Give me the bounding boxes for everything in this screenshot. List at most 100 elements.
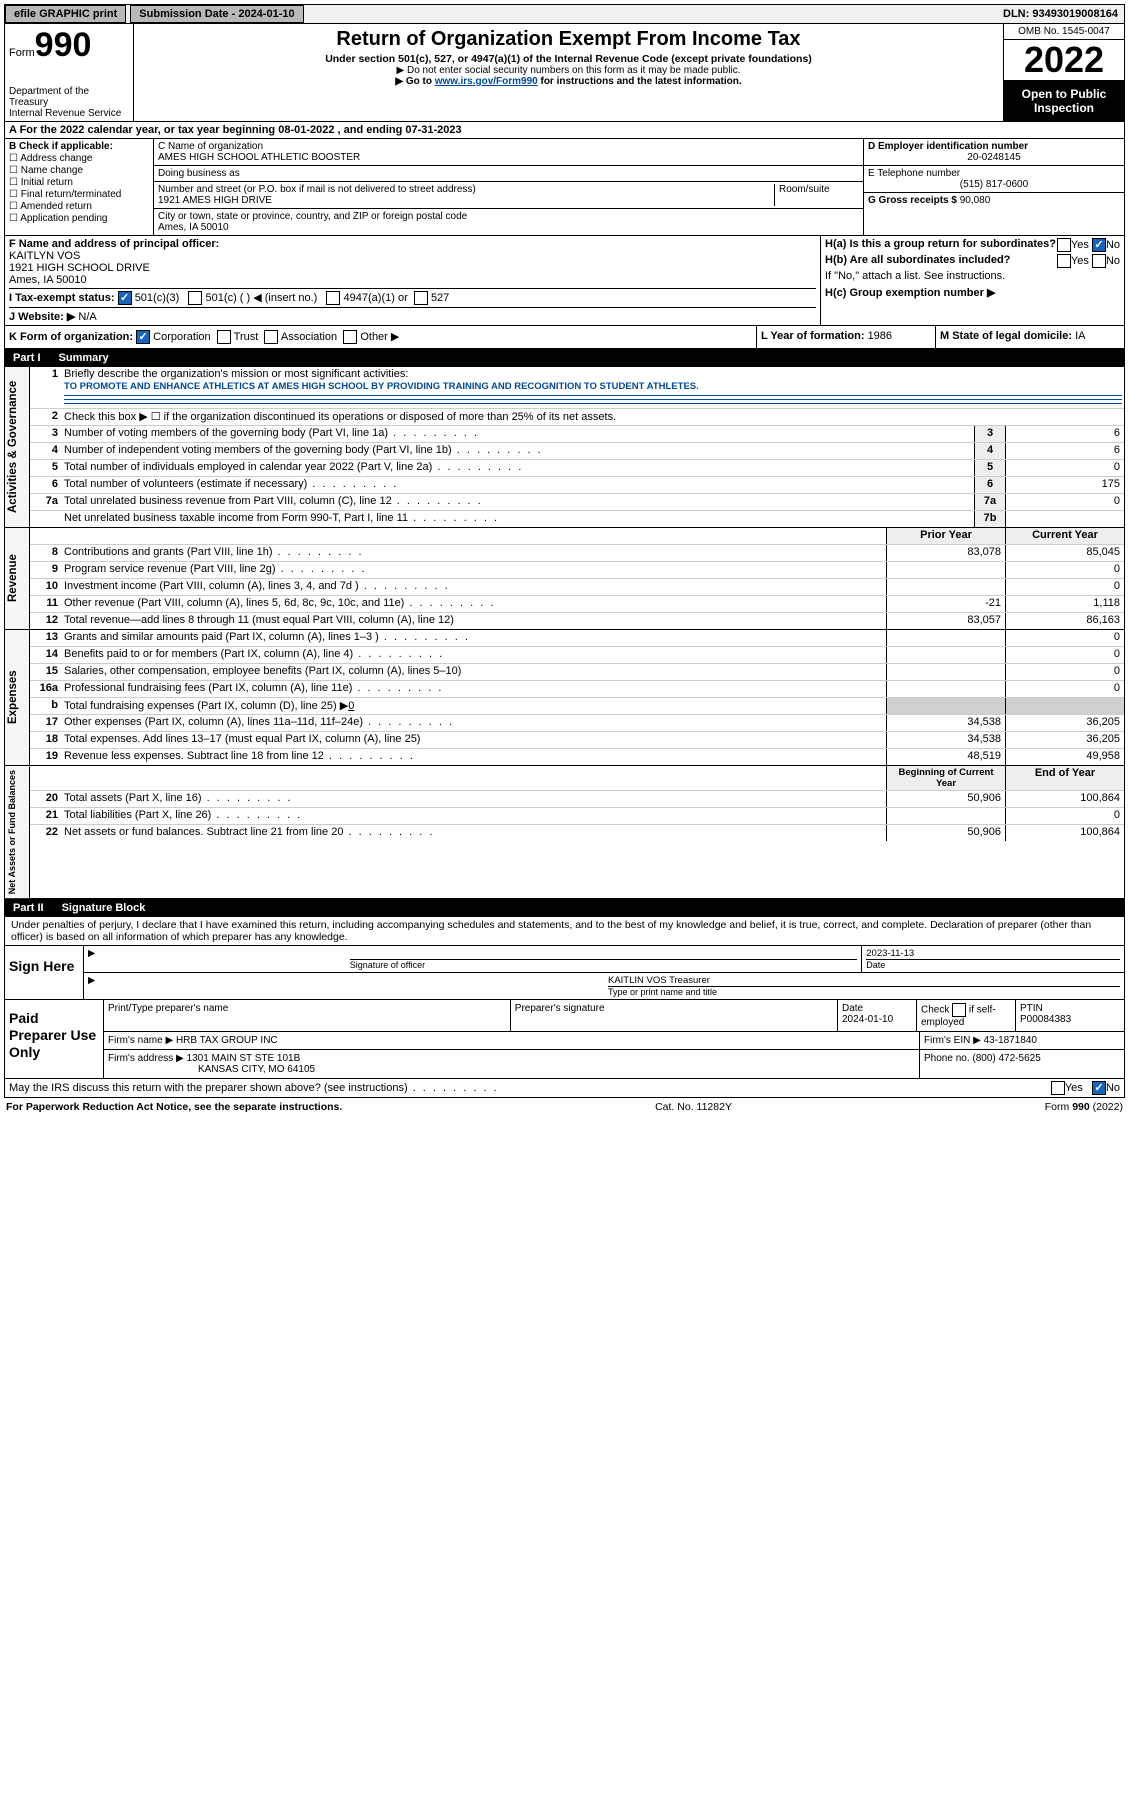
tax-year: 2022 (1004, 40, 1124, 81)
l22-cy: 100,864 (1005, 825, 1124, 841)
firm-addr2: KANSAS CITY, MO 64105 (198, 1064, 315, 1075)
sign-date-label: Date (866, 959, 1120, 970)
l3-desc: Number of voting members of the governin… (62, 426, 974, 442)
room-suite-label: Room/suite (774, 184, 859, 206)
chk-amended[interactable]: ☐ Amended return (9, 201, 149, 212)
footer-right-pre: Form (1045, 1101, 1072, 1113)
exp-section-label: Expenses (5, 630, 30, 765)
chk-label: Amended return (20, 201, 92, 212)
l5-val: 0 (1005, 460, 1124, 476)
submission-date-button[interactable]: Submission Date - 2024-01-10 (130, 5, 303, 23)
l9-desc: Program service revenue (Part VIII, line… (62, 562, 886, 578)
firm-addr1: 1301 MAIN ST STE 101B (187, 1053, 301, 1064)
officer-addr1: 1921 HIGH SCHOOL DRIVE (9, 262, 816, 274)
mission-text: TO PROMOTE AND ENHANCE ATHLETICS AT AMES… (64, 381, 699, 392)
l21-py (886, 808, 1005, 824)
bc-section: B Check if applicable: ☐ Address change … (4, 139, 1125, 236)
ha-no[interactable]: ✓ (1092, 238, 1106, 252)
hc-label: H(c) Group exemption number ▶ (825, 286, 1120, 299)
hb-label: H(b) Are all subordinates included? (825, 254, 1010, 266)
part2-declaration: Under penalties of perjury, I declare th… (4, 917, 1125, 946)
ha-yes-label: Yes (1071, 239, 1089, 251)
l18-cy: 36,205 (1005, 732, 1124, 748)
chk-4947[interactable] (326, 291, 340, 305)
year-formation: 1986 (868, 330, 892, 342)
gross-value: 90,080 (960, 195, 991, 206)
dln: DLN: 93493019008164 (997, 6, 1124, 22)
signer-name-label: Type or print name and title (608, 986, 1120, 997)
may-yes[interactable] (1051, 1081, 1065, 1095)
footer-left: For Paperwork Reduction Act Notice, see … (6, 1101, 342, 1113)
m-label: M State of legal domicile: (940, 330, 1075, 342)
addr-label: Number and street (or P.O. box if mail i… (158, 184, 774, 195)
tel-label: E Telephone number (868, 168, 1120, 179)
subtitle: Under section 501(c), 527, or 4947(a)(1)… (140, 53, 997, 65)
chk-501c3[interactable]: ✓ (118, 291, 132, 305)
dln-value: 93493019008164 (1032, 8, 1118, 20)
opt-501c3: 501(c)(3) (135, 292, 180, 304)
part1-sub: Summary (59, 352, 109, 364)
chk-label: Initial return (21, 177, 73, 188)
footer-right: Form 990 (2022) (1045, 1101, 1123, 1113)
l17-py: 34,538 (886, 715, 1005, 731)
chk-self-employed[interactable] (952, 1003, 966, 1017)
footer-cat: Cat. No. 11282Y (655, 1101, 732, 1113)
l7b-desc: Net unrelated business taxable income fr… (62, 511, 974, 527)
l19-cy: 49,958 (1005, 749, 1124, 765)
l15-desc: Salaries, other compensation, employee b… (62, 664, 886, 680)
footer-right-bold: 990 (1072, 1101, 1090, 1113)
form990-link[interactable]: www.irs.gov/Form990 (435, 76, 538, 87)
l13-py (886, 630, 1005, 646)
firm-ein-label: Firm's EIN ▶ (924, 1035, 981, 1046)
part1-title: Part I (13, 352, 41, 364)
chk-final-return[interactable]: ☐ Final return/terminated (9, 189, 149, 200)
arrow-icon: ▶ (84, 946, 346, 972)
chk-other[interactable] (343, 330, 357, 344)
l12-desc: Total revenue—add lines 8 through 11 (mu… (62, 613, 886, 629)
l15-cy: 0 (1005, 664, 1124, 680)
l18-py: 34,538 (886, 732, 1005, 748)
firm-name-label: Firm's name ▶ (108, 1035, 173, 1046)
l8-py: 83,078 (886, 545, 1005, 561)
gov-section-label: Activities & Governance (5, 367, 30, 527)
opt-501c: 501(c) ( ) ◀ (insert no.) (206, 292, 318, 304)
part2-title: Part II (13, 902, 44, 914)
ha-label: H(a) Is this a group return for subordin… (825, 238, 1056, 250)
may-yes-label: Yes (1065, 1082, 1083, 1094)
chk-application-pending[interactable]: ☐ Application pending (9, 213, 149, 224)
org-name-label: C Name of organization (158, 141, 859, 152)
chk-trust[interactable] (217, 330, 231, 344)
l4-val: 6 (1005, 443, 1124, 459)
chk-label: Name change (21, 165, 83, 176)
l21-cy: 0 (1005, 808, 1124, 824)
chk-501c[interactable] (188, 291, 202, 305)
page-title: Return of Organization Exempt From Incom… (140, 28, 997, 51)
paid-preparer-label: Paid Preparer Use Only (5, 1000, 103, 1078)
state-domicile: IA (1075, 330, 1085, 342)
l16b-py-shade (886, 698, 1005, 714)
gross-label: G Gross receipts $ (868, 195, 960, 206)
form-word: Form (9, 47, 35, 59)
chk-527[interactable] (414, 291, 428, 305)
l22-py: 50,906 (886, 825, 1005, 841)
chk-initial-return[interactable]: ☐ Initial return (9, 177, 149, 188)
chk-name-change[interactable]: ☐ Name change (9, 165, 149, 176)
hb-yes[interactable] (1057, 254, 1071, 268)
ha-yes[interactable] (1057, 238, 1071, 252)
may-text: May the IRS discuss this return with the… (9, 1082, 499, 1094)
l2-desc: Check this box ▶ ☐ if the organization d… (62, 409, 1124, 425)
chk-label: Address change (20, 153, 92, 164)
ein-label: D Employer identification number (868, 141, 1120, 152)
chk-address-change[interactable]: ☐ Address change (9, 153, 149, 164)
hb-no[interactable] (1092, 254, 1106, 268)
l7a-val: 0 (1005, 494, 1124, 510)
chk-corporation[interactable]: ✓ (136, 330, 150, 344)
chk-association[interactable] (264, 330, 278, 344)
tax-year-end: 07-31-2023 (405, 124, 461, 136)
efile-print-button[interactable]: efile GRAPHIC print (5, 5, 126, 23)
may-no[interactable]: ✓ (1092, 1081, 1106, 1095)
irs-label: Internal Revenue Service (9, 108, 129, 119)
ha-no-label: No (1106, 239, 1120, 251)
col-b: B Check if applicable: ☐ Address change … (5, 139, 154, 235)
l12-py: 83,057 (886, 613, 1005, 629)
